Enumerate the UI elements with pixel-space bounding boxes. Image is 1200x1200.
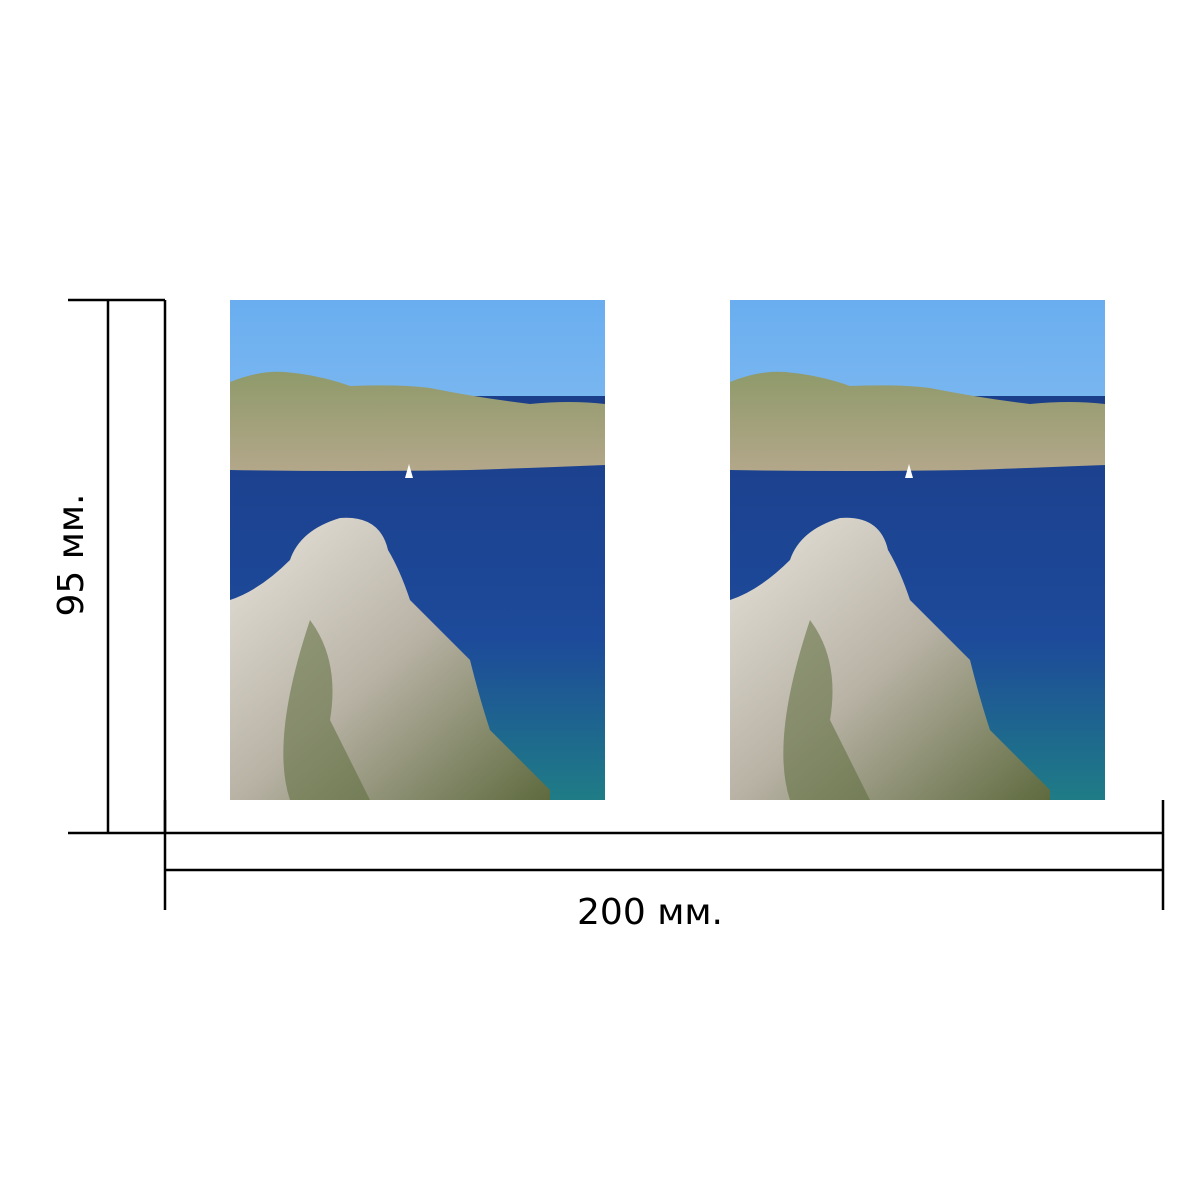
width-label: 200 мм. <box>577 892 723 933</box>
product-photo <box>730 300 1105 800</box>
width-dimension: 200 мм. <box>163 800 1165 933</box>
height-dimension: 95 мм. <box>51 298 167 835</box>
height-label: 95 мм. <box>51 493 92 616</box>
product-photo <box>230 300 605 800</box>
